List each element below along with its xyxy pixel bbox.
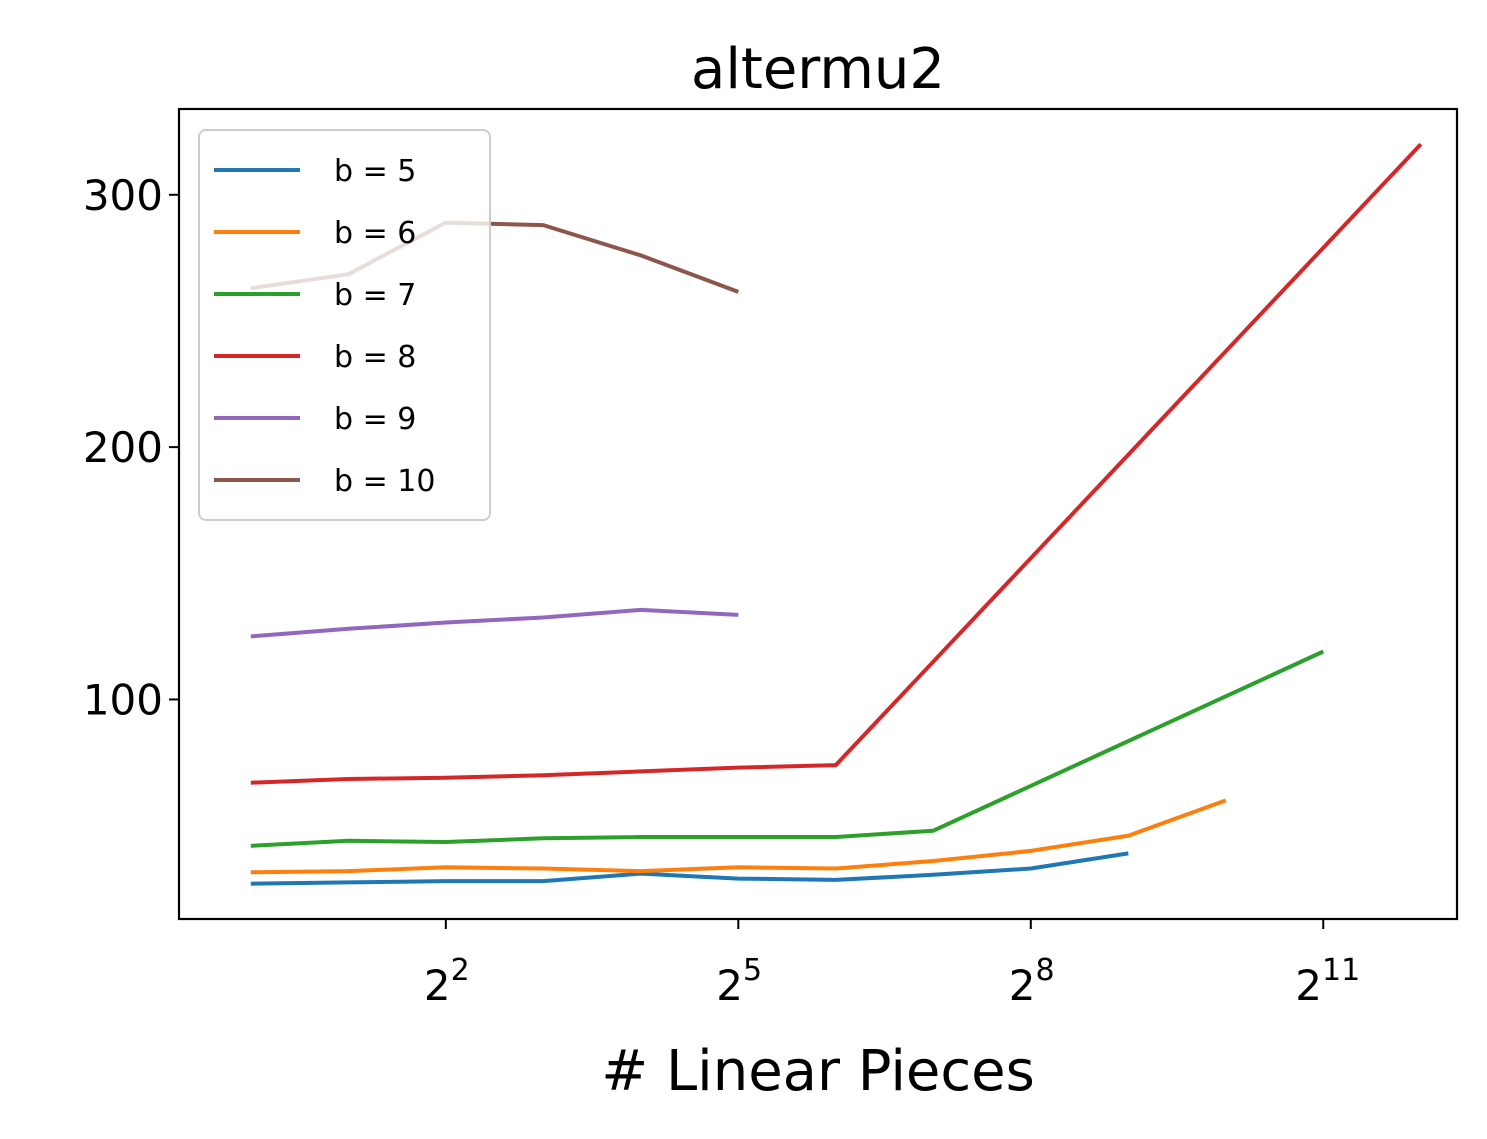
x-axis-label: # Linear Pieces bbox=[601, 1039, 1035, 1104]
y-axis: 100 200 300 bbox=[83, 171, 179, 724]
x-tick-label-3: 28 bbox=[1009, 953, 1055, 1010]
series-line-1 bbox=[250, 851, 1129, 886]
x-tick-label-4: 211 bbox=[1295, 953, 1360, 1010]
series-line-5 bbox=[250, 607, 739, 639]
legend-label-4: b = 8 bbox=[334, 340, 416, 375]
legend-label-6: b = 10 bbox=[334, 464, 435, 499]
legend-label-2: b = 6 bbox=[334, 216, 416, 251]
x-tick-label-2: 25 bbox=[716, 953, 762, 1010]
y-tick-label-1: 100 bbox=[83, 675, 163, 724]
x-tick-label-1: 22 bbox=[424, 953, 470, 1010]
legend: b = 5 b = 6 b = 7 b = 8 b = 9 b = 10 bbox=[198, 129, 491, 521]
legend-label-1: b = 5 bbox=[334, 154, 416, 189]
legend-box bbox=[198, 129, 491, 521]
legend-label-3: b = 7 bbox=[334, 278, 416, 313]
legend-label-5: b = 9 bbox=[334, 402, 416, 437]
y-tick-label-3: 300 bbox=[83, 171, 163, 220]
series-line-2 bbox=[250, 798, 1227, 875]
series-line-3 bbox=[250, 649, 1325, 848]
series-line-4 bbox=[250, 142, 1423, 785]
y-tick-label-2: 200 bbox=[83, 423, 163, 472]
x-axis: 22 25 28 211 bbox=[424, 919, 1360, 1010]
plot-frame bbox=[177, 107, 1459, 921]
chart-title: altermu2 bbox=[691, 37, 945, 102]
